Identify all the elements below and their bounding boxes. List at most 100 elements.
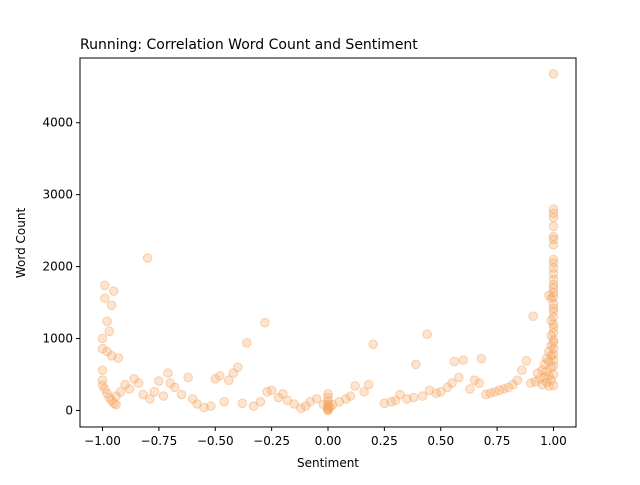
data-point <box>548 208 559 219</box>
data-point <box>442 382 453 393</box>
data-point <box>411 359 421 370</box>
data-point <box>458 355 469 365</box>
data-point <box>192 399 202 409</box>
data-point <box>548 212 559 223</box>
data-point <box>187 394 198 404</box>
data-point <box>546 315 557 326</box>
data-point <box>323 404 333 415</box>
data-point <box>323 389 333 399</box>
data-point <box>395 389 405 400</box>
data-point <box>546 340 557 351</box>
data-point <box>417 391 428 401</box>
data-point <box>435 387 446 397</box>
data-point <box>142 253 153 263</box>
data-point <box>323 404 333 414</box>
data-point <box>548 335 559 345</box>
x-tick-label: 0.25 <box>371 434 398 448</box>
x-tick-label: −0.75 <box>141 434 178 448</box>
data-point <box>548 328 559 338</box>
data-point <box>255 397 266 407</box>
data-point <box>548 254 559 265</box>
data-point <box>323 401 333 411</box>
data-point <box>106 351 117 361</box>
points-layer <box>97 69 559 416</box>
data-point <box>494 385 505 396</box>
data-point <box>104 392 115 403</box>
data-point <box>323 405 333 416</box>
data-point <box>215 371 225 381</box>
data-point <box>548 231 559 242</box>
data-point <box>183 372 193 383</box>
data-point <box>97 375 108 386</box>
data-point <box>548 369 559 380</box>
data-point <box>266 385 277 396</box>
data-point <box>300 401 311 411</box>
y-tick-label: 0 <box>65 403 73 417</box>
data-point <box>546 375 557 386</box>
data-point <box>237 398 248 409</box>
data-point <box>548 240 559 250</box>
data-point <box>541 353 552 364</box>
data-point <box>544 356 554 367</box>
data-point <box>210 374 221 384</box>
data-point <box>546 351 557 361</box>
data-point <box>248 401 259 411</box>
data-point <box>334 397 345 407</box>
data-point <box>124 384 135 394</box>
data-point <box>517 365 527 376</box>
data-point <box>485 388 496 399</box>
data-point <box>113 353 124 363</box>
data-point <box>402 394 412 404</box>
data-point <box>528 311 539 322</box>
data-point <box>102 316 112 327</box>
data-point <box>544 371 554 381</box>
data-point <box>345 391 356 401</box>
data-point <box>350 381 360 391</box>
data-point <box>109 286 119 296</box>
data-point <box>431 388 442 399</box>
data-point <box>490 387 500 397</box>
data-point <box>102 346 112 357</box>
data-point <box>548 319 559 329</box>
x-ticks: −1.00 −0.75 −0.50 −0.25 0.00 0.25 0.50 0.75 1.00 <box>84 427 567 448</box>
data-point <box>548 204 559 214</box>
data-point <box>548 69 559 79</box>
data-point <box>129 374 139 384</box>
data-point <box>323 402 333 413</box>
data-point <box>318 399 329 410</box>
data-point <box>548 287 559 298</box>
data-point <box>323 392 333 403</box>
data-point <box>546 293 557 304</box>
data-point <box>176 389 187 400</box>
data-point <box>97 380 108 391</box>
data-point <box>368 339 378 350</box>
x-tick-label: −0.50 <box>197 434 234 448</box>
data-point <box>447 378 457 388</box>
data-point <box>379 398 390 409</box>
data-point <box>305 397 315 407</box>
data-point <box>548 221 559 232</box>
data-point <box>106 300 117 311</box>
data-point <box>530 376 541 387</box>
data-point <box>262 387 272 397</box>
data-point <box>273 392 284 403</box>
data-point <box>145 394 155 404</box>
data-point <box>97 343 108 354</box>
data-point <box>532 368 543 378</box>
data-point <box>163 368 173 378</box>
data-point <box>199 402 209 413</box>
x-tick-label: −0.25 <box>253 434 290 448</box>
x-tick-label: −1.00 <box>84 434 121 448</box>
data-point <box>325 402 336 412</box>
data-point <box>548 343 559 354</box>
data-point <box>548 299 559 309</box>
data-point <box>296 403 306 414</box>
data-point <box>97 333 108 344</box>
x-tick-label: 0.00 <box>315 434 342 448</box>
data-point <box>548 292 559 302</box>
data-point <box>548 355 559 365</box>
chart-title: Running: Correlation Word Count and Sent… <box>80 37 418 53</box>
data-point <box>548 312 559 322</box>
